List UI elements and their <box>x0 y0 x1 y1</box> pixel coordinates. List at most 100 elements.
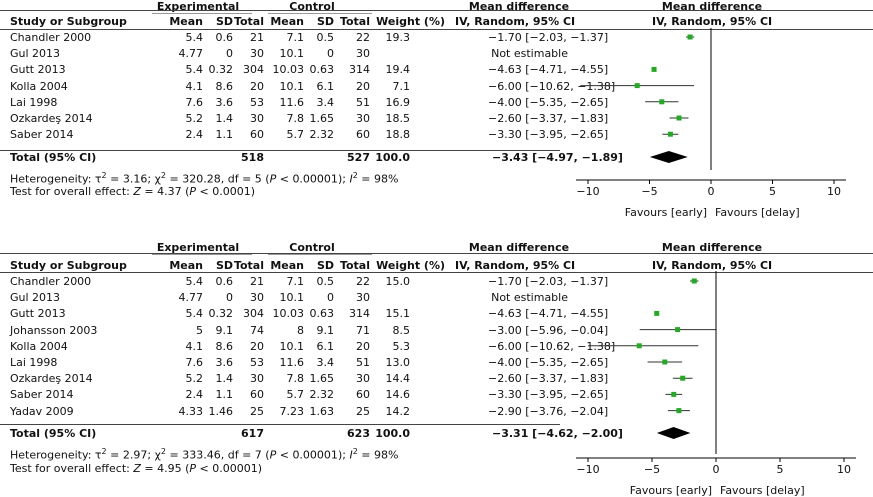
experimental-sd: 0 <box>226 47 233 61</box>
point-estimate <box>680 375 686 381</box>
control-sd: 9.1 <box>316 323 335 337</box>
control-sd: 1.65 <box>309 372 335 386</box>
weight-header: Weight (%) <box>376 259 445 272</box>
study-name: Kolla 2004 <box>10 339 68 353</box>
study-name: Kolla 2004 <box>10 79 68 93</box>
experimental-header-underline <box>152 254 252 255</box>
weight-value: 18.8 <box>385 128 411 142</box>
ci-text: Not estimable <box>491 291 568 305</box>
study-column-header: Study or Subgroup <box>10 15 127 28</box>
control-total: 51 <box>356 95 370 109</box>
heterogeneity-p: 0.00001 <box>292 172 338 186</box>
control-sd: 6.1 <box>316 339 335 353</box>
overall-p: 0.0001 <box>212 185 251 198</box>
experimental-grand-total: 518 <box>241 151 264 164</box>
point-estimate <box>636 343 642 349</box>
control-sd: 0 <box>327 47 334 61</box>
z-value: 4.95 <box>157 462 182 475</box>
experimental-total-header: Total <box>233 259 264 272</box>
control-mean: 8 <box>297 323 304 337</box>
total-weight: 100.0 <box>375 427 410 440</box>
control-mean: 10.1 <box>279 79 305 93</box>
control-mean: 11.6 <box>279 95 305 109</box>
z-value: 4.37 <box>157 185 182 198</box>
experimental-total: 21 <box>250 31 264 44</box>
experimental-mean: 4.77 <box>178 291 204 305</box>
experimental-total: 30 <box>250 372 264 386</box>
experimental-total-header: Total <box>233 15 264 28</box>
weight-value: 8.5 <box>392 323 411 337</box>
experimental-mean: 4.1 <box>185 339 204 353</box>
tau2-value: 2.97 <box>122 448 148 462</box>
heterogeneity-prefix: Heterogeneity: <box>10 448 95 462</box>
experimental-total: 53 <box>250 356 264 369</box>
experimental-sd: 9.1 <box>215 323 234 337</box>
point-estimate <box>676 408 682 414</box>
favours-delay-label: Favours [delay] <box>715 206 800 219</box>
control-mean: 7.1 <box>286 275 305 288</box>
point-estimate <box>687 34 693 40</box>
i2-value: 98% <box>374 172 399 186</box>
header-top-rule <box>0 253 873 254</box>
control-total: 20 <box>356 79 370 93</box>
experimental-sd: 1.1 <box>215 388 234 402</box>
experimental-sd: 1.1 <box>215 128 234 142</box>
experimental-sd: 8.6 <box>215 339 234 353</box>
experimental-group-header: Experimental <box>156 0 240 13</box>
control-sd: 0 <box>327 291 334 305</box>
experimental-total: 20 <box>250 79 264 93</box>
experimental-mean-header: Mean <box>169 259 203 272</box>
df-value: 5 <box>254 172 262 186</box>
weight-header: Weight (%) <box>376 15 445 28</box>
study-name: Yadav 2009 <box>10 404 74 418</box>
study-name: Johansson 2003 <box>10 323 98 337</box>
mean-difference-header: Mean difference <box>468 241 570 254</box>
i2-value: 98% <box>374 448 399 462</box>
control-mean: 10.1 <box>279 339 305 353</box>
control-sd: 3.4 <box>316 95 335 109</box>
control-sd: 3.4 <box>316 356 335 369</box>
tau2-value: 3.16 <box>122 172 148 186</box>
control-total: 314 <box>349 307 370 321</box>
point-estimate <box>691 278 697 284</box>
experimental-total: 21 <box>250 275 264 288</box>
control-sd-header: SD <box>316 15 334 28</box>
control-sd: 6.1 <box>316 79 335 93</box>
x-tick-label: −10 <box>576 463 599 476</box>
experimental-total: 30 <box>250 47 264 61</box>
experimental-sd-header: SD <box>215 15 233 28</box>
experimental-total: 60 <box>250 388 264 402</box>
header-bottom-rule <box>0 272 873 273</box>
experimental-sd: 0.32 <box>208 63 234 77</box>
control-total: 30 <box>356 291 370 305</box>
study-name: Lai 1998 <box>10 95 58 109</box>
experimental-sd: 1.4 <box>215 112 234 125</box>
experimental-sd: 3.6 <box>215 95 234 109</box>
experimental-mean: 5.4 <box>185 275 204 288</box>
control-header-underline <box>268 254 372 255</box>
ci-text: Not estimable <box>491 47 568 61</box>
x-tick-label: 10 <box>837 463 851 476</box>
weight-value: 15.1 <box>385 307 411 321</box>
heterogeneity-prefix: Heterogeneity: <box>10 172 95 186</box>
experimental-total: 74 <box>250 323 264 337</box>
experimental-mean: 4.33 <box>178 404 204 418</box>
control-mean: 7.1 <box>286 31 305 44</box>
overall-effect-text: Test for overall effect: Z = 4.37 (P < 0… <box>10 185 256 198</box>
experimental-total: 30 <box>250 112 264 125</box>
control-mean: 7.8 <box>286 372 305 386</box>
experimental-mean: 5.4 <box>185 31 204 44</box>
point-estimate <box>671 391 677 397</box>
control-total: 22 <box>356 275 370 288</box>
experimental-total: 20 <box>250 339 264 353</box>
control-sd: 2.32 <box>309 388 335 402</box>
experimental-sd: 0.32 <box>208 307 234 321</box>
chi2-value: 320.28 <box>182 172 221 186</box>
plot-ci-method-header: IV, Random, 95% CI <box>652 259 773 272</box>
weight-value: 19.3 <box>385 31 411 44</box>
control-mean: 10.03 <box>272 307 305 321</box>
overall-prefix: Test for overall effect: <box>10 185 134 198</box>
control-sd: 0.63 <box>309 307 335 321</box>
control-total: 30 <box>356 47 370 61</box>
weight-value: 18.5 <box>385 112 411 125</box>
